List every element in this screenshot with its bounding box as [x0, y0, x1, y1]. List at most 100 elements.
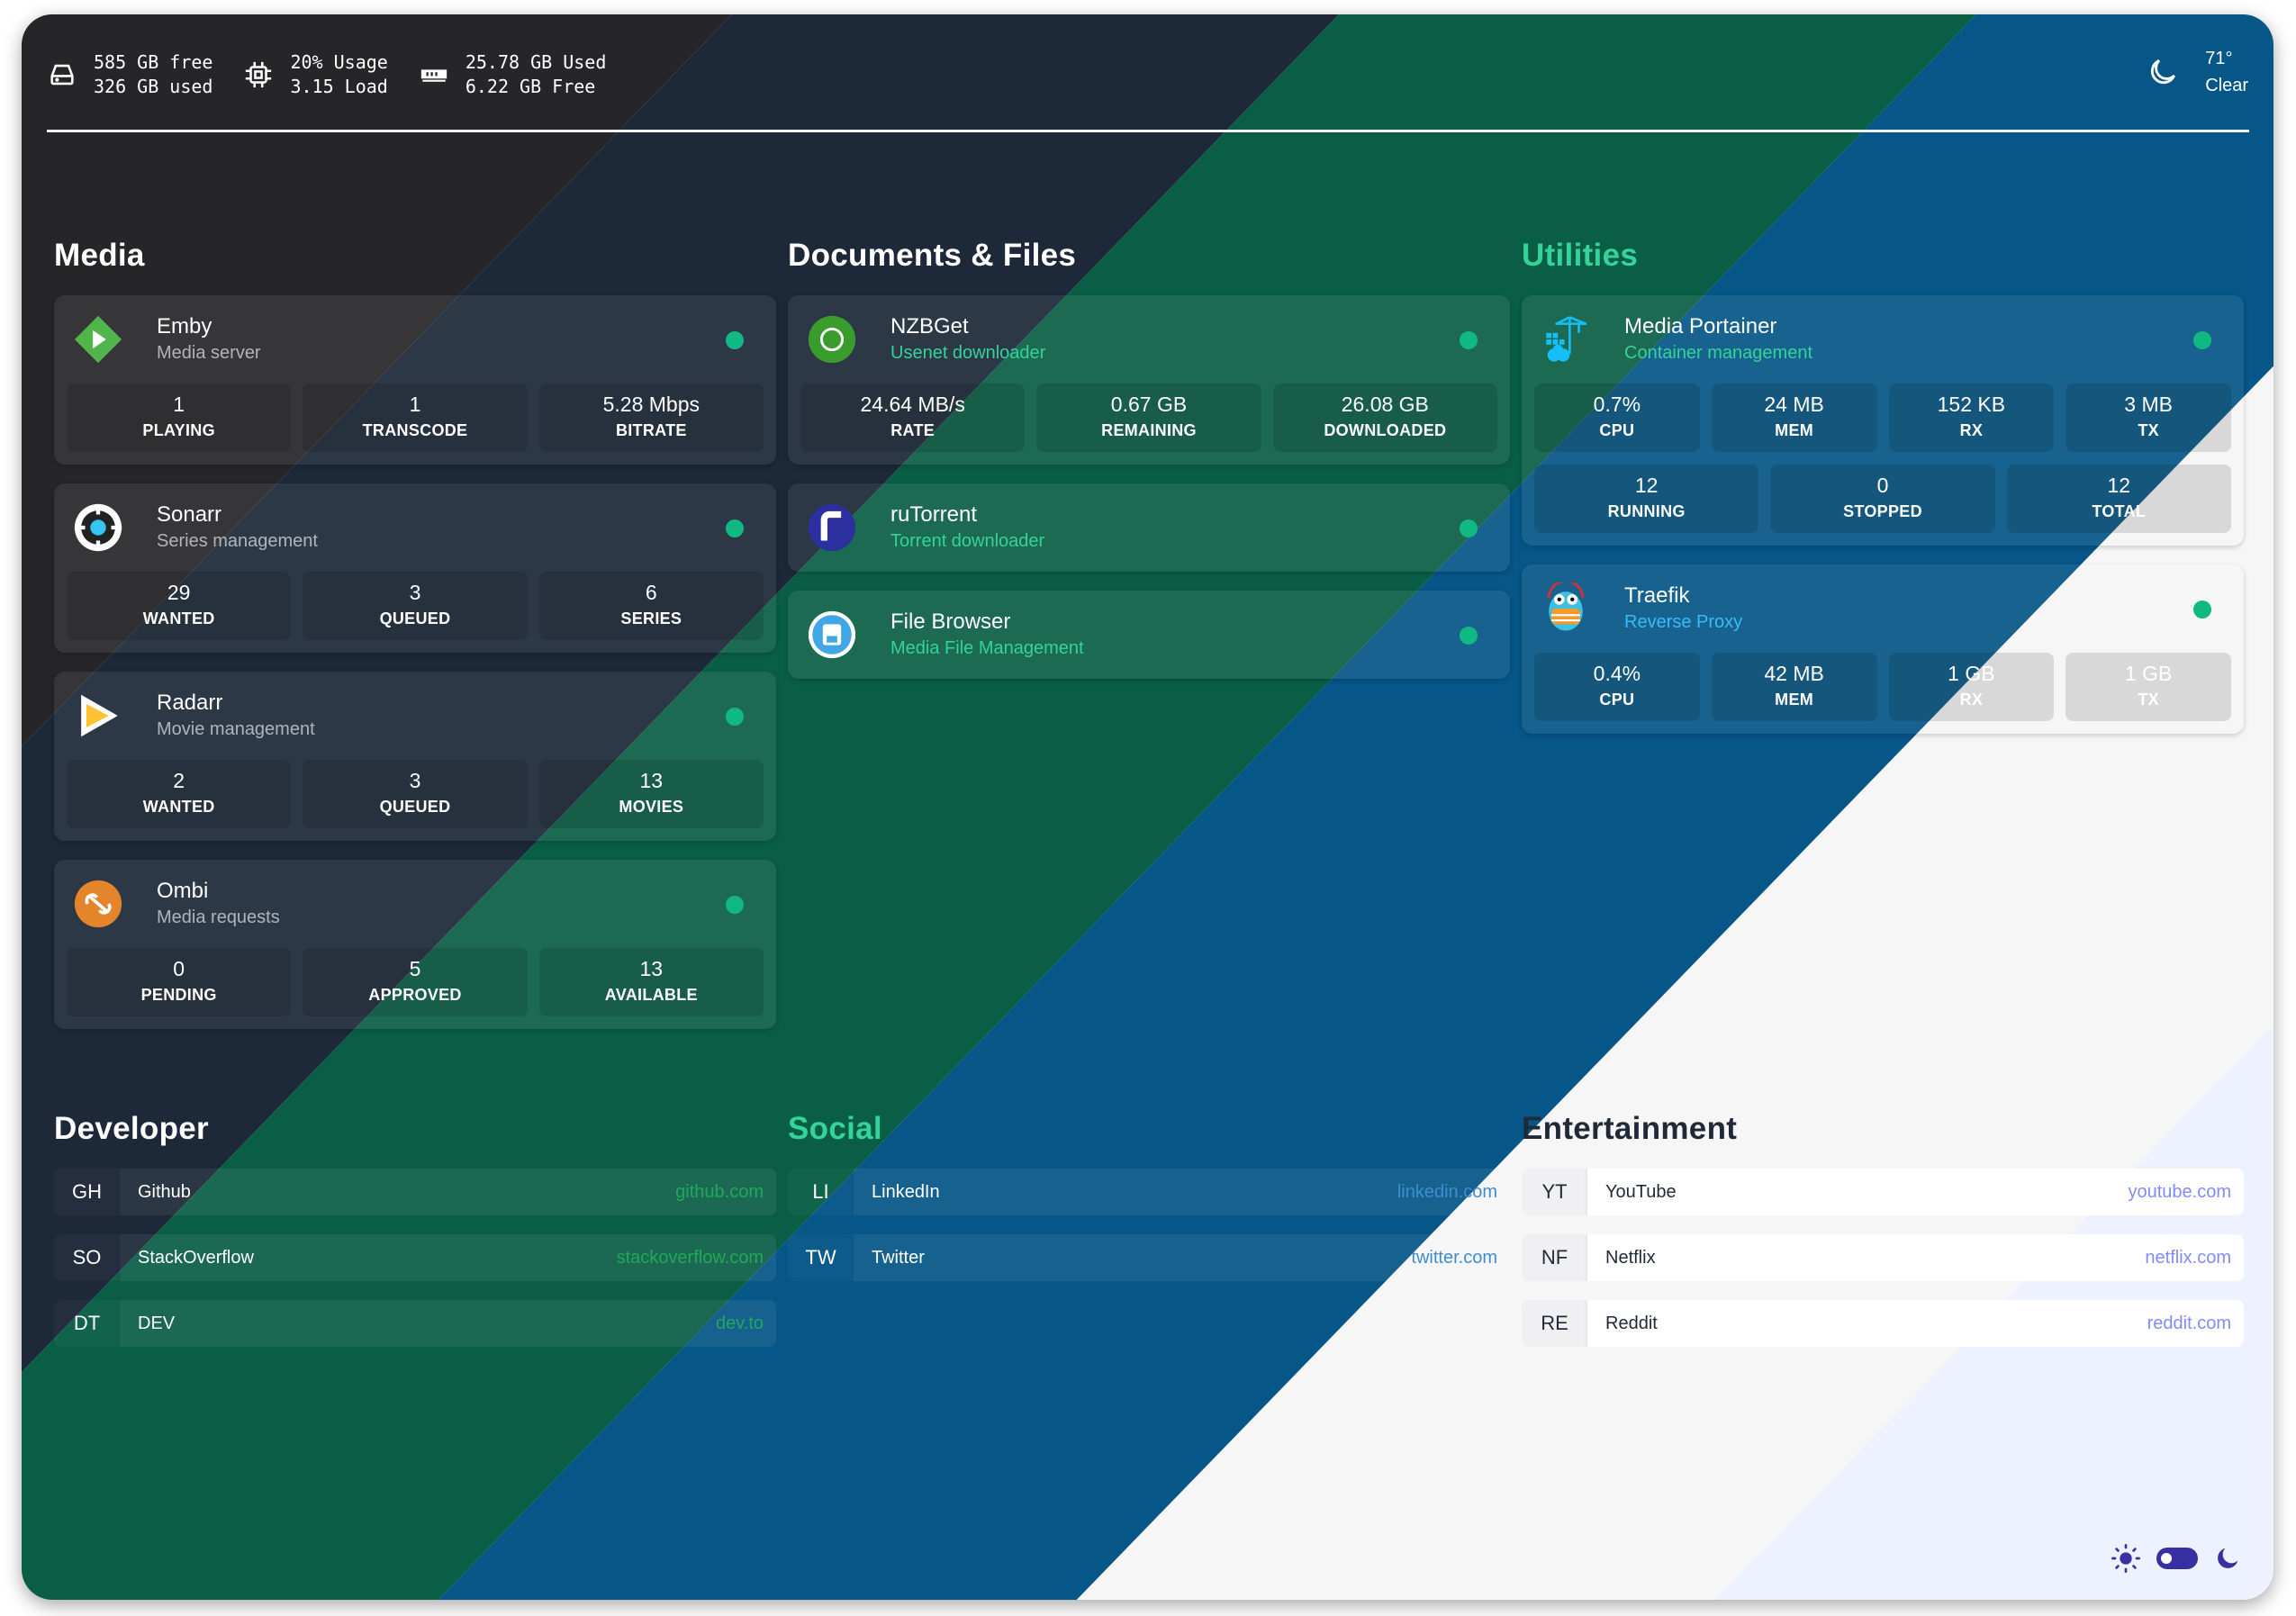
stat-value: 5.28 Mbps: [602, 393, 701, 416]
service-name: Media Portainer: [1624, 314, 1777, 339]
bookmark-name: StackOverflow: [138, 1247, 254, 1268]
bookmark-abbr: LI: [788, 1169, 854, 1215]
service-name: Sonarr: [157, 502, 222, 527]
stat-label: RUNNING: [1607, 502, 1686, 520]
bookmark-reddit[interactable]: RE Reddit reddit.com: [1522, 1300, 2244, 1347]
bookmark-netflix[interactable]: NF Netflix netflix.com: [1522, 1234, 2244, 1281]
stat-tile: 24.64 MB/s RATE: [800, 384, 1026, 452]
stat-label: DOWNLOADED: [1324, 421, 1447, 439]
stat-tile: 12 RUNNING: [1534, 465, 1759, 533]
cpu-usage: 20% Usage: [290, 51, 388, 73]
bookmark-name: Github: [138, 1181, 191, 1202]
service-card-nzbget[interactable]: NZBGet Usenet downloader 24.64 MB/s RATE 0.6…: [788, 295, 1510, 465]
bookmark-body: Reddit reddit.com: [1587, 1300, 2244, 1347]
bookmark-youtube[interactable]: YT YouTube youtube.com: [1522, 1169, 2244, 1215]
service-name: File Browser: [890, 609, 1011, 634]
emby-icon: [72, 313, 124, 366]
service-info: Sonarr Series management: [157, 501, 318, 554]
stat-value: 24.64 MB/s: [860, 393, 965, 416]
service-card-file-browser[interactable]: File Browser Media File Management: [788, 591, 1510, 679]
bookmark-github[interactable]: GH Github github.com: [54, 1169, 776, 1215]
stat-value: 2: [173, 769, 185, 792]
bookmark-url: github.com: [675, 1181, 764, 1202]
service-info: NZBGet Usenet downloader: [890, 313, 1045, 366]
bookmark-stackoverflow[interactable]: SO StackOverflow stackoverflow.com: [54, 1234, 776, 1281]
stat-label: QUEUED: [379, 609, 451, 627]
service-card-ombi[interactable]: Ombi Media requests 0 PENDING 5 APPROVED 13 AVA…: [54, 860, 776, 1029]
stat-tile: 3 MB TX: [2065, 384, 2231, 452]
stat-tile: 1 GB RX: [1888, 653, 2055, 721]
moon-icon[interactable]: [2214, 1545, 2241, 1572]
bookmark-abbr: NF: [1522, 1234, 1587, 1281]
section-title: Utilities: [1522, 238, 1639, 273]
stat-label: TX: [2138, 691, 2159, 709]
stat-value: 3: [409, 581, 421, 604]
stat-label: RX: [1959, 691, 1984, 709]
stats-row: 0 PENDING 5 APPROVED 13 AVAILABLE: [67, 948, 764, 1016]
stat-value: 1 GB: [1948, 662, 1995, 685]
service-card-sonarr[interactable]: Sonarr Series management 29 WANTED 3 QUEUED 6 S…: [54, 483, 776, 653]
stat-value: 0.4%: [1593, 662, 1641, 685]
sun-icon[interactable]: [2111, 1544, 2140, 1573]
service-card-media-portainer[interactable]: Media Portainer Container management 0.7% C…: [1522, 295, 2244, 546]
section-documents-files: Documents & Files NZBGet Usenet downloader…: [788, 238, 1510, 698]
stat-label: STOPPED: [1843, 502, 1922, 520]
bookmark-dev[interactable]: DT DEV dev.to: [54, 1300, 776, 1347]
stats-row: 24.64 MB/s RATE 0.67 GB REMAINING 26.08 GB DO…: [800, 384, 1497, 452]
stat-tile: 12 TOTAL: [2006, 465, 2231, 533]
stat-label: CPU: [1599, 691, 1635, 709]
stat-value: 12: [1634, 474, 1659, 497]
stat-value: 12: [2107, 474, 2131, 497]
bookmark-linkedin[interactable]: LI LinkedIn linkedin.com: [788, 1169, 1510, 1215]
bookmark-section-title: Developer: [54, 1111, 209, 1146]
stat-label: BITRATE: [615, 421, 687, 439]
service-card-traefik[interactable]: Traefik Reverse Proxy 0.4% CPU 42 MB MEM 1 GB R…: [1522, 564, 2244, 734]
service-card-rutorrent[interactable]: ruTorrent Torrent downloader: [788, 483, 1510, 572]
bookmark-url: twitter.com: [1411, 1247, 1497, 1268]
bookmark-abbr: GH: [54, 1169, 120, 1215]
stat-tile: 42 MB MEM: [1711, 653, 1877, 721]
service-info: Traefik Reverse Proxy: [1624, 582, 1742, 635]
status-indicator: [1460, 331, 1478, 349]
service-subtitle: Movie management: [157, 719, 315, 739]
filebrowser-icon: [806, 609, 858, 661]
stat-value: 13: [639, 957, 664, 980]
service-card-radarr[interactable]: Radarr Movie management 2 WANTED 3 QUEUED 13 MO…: [54, 672, 776, 841]
stat-label: TX: [2138, 421, 2159, 439]
bookmark-abbr: RE: [1522, 1300, 1587, 1347]
ram-stat: 25.78 GB Used 6.22 GB Free: [419, 50, 606, 99]
bookmark-twitter[interactable]: TW Twitter twitter.com: [788, 1234, 1510, 1281]
bookmark-body: DEV dev.to: [120, 1300, 776, 1347]
service-header: Ombi Media requests: [67, 872, 764, 935]
theme-toggle[interactable]: [2156, 1548, 2198, 1569]
service-header: Media Portainer Container management: [1534, 308, 2231, 371]
stat-tile: 0.4% CPU: [1534, 653, 1700, 721]
stat-value: 24 MB: [1764, 393, 1824, 416]
service-info: Ombi Media requests: [157, 878, 280, 930]
stat-value: 29: [167, 581, 191, 604]
service-info: Radarr Movie management: [157, 690, 315, 742]
traefik-icon: [1540, 582, 1592, 635]
stat-tile: 13 MOVIES: [538, 760, 764, 828]
bookmark-abbr: SO: [54, 1234, 120, 1281]
bookmarks-developer: Developer GH Github github.com SO StackOverfl…: [54, 1111, 776, 1366]
stat-label: PLAYING: [142, 421, 215, 439]
service-subtitle: Media requests: [157, 907, 280, 927]
stat-label: WANTED: [142, 798, 215, 816]
stat-label: TRANSCODE: [362, 421, 468, 439]
stats-row: 0.7% CPU 24 MB MEM 152 KB RX 3 MB TX: [1534, 384, 2231, 452]
bookmark-url: dev.to: [716, 1313, 764, 1333]
stat-label: CPU: [1599, 421, 1635, 439]
cpu-icon: [246, 61, 272, 88]
service-header: File Browser Media File Management: [800, 603, 1497, 666]
header-divider: [47, 130, 2249, 132]
service-name: NZBGet: [890, 314, 969, 339]
stat-value: 6: [645, 581, 657, 604]
stat-tile: 0.7% CPU: [1534, 384, 1700, 452]
stats-row: 2 WANTED 3 QUEUED 13 MOVIES: [67, 760, 764, 828]
background-band: [22, 14, 1976, 1600]
status-indicator: [2193, 600, 2211, 618]
service-name: Traefik: [1624, 583, 1690, 608]
service-card-emby[interactable]: Emby Media server 1 PLAYING 1 TRANSCODE 5.28 M…: [54, 295, 776, 465]
stat-label: RATE: [890, 421, 936, 439]
